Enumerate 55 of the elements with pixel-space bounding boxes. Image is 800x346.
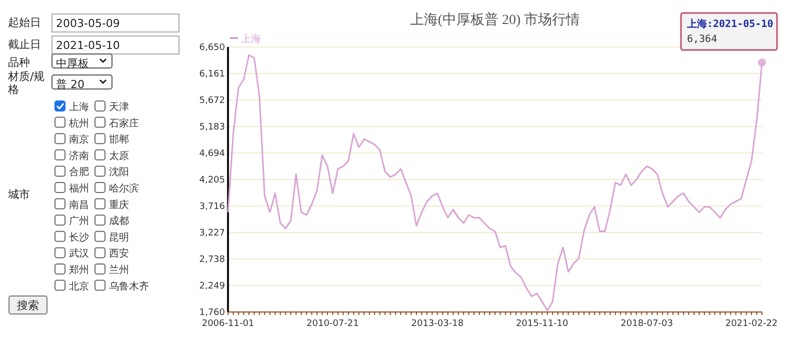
text: 截止日 xyxy=(8,38,41,51)
y-tick-label: 5,672 xyxy=(199,96,225,106)
category-label: 沈阳 xyxy=(109,166,129,178)
y-tick-label: 4,694 xyxy=(199,149,226,159)
category-label: 石家庄 xyxy=(109,117,139,130)
category-label: 成都 xyxy=(109,215,129,228)
y-tick-label: 3,227 xyxy=(199,228,225,238)
x-tick-label: 2010-07-21 xyxy=(306,319,359,329)
category-label: 天津 xyxy=(109,101,129,113)
chart-title: 上海(中厚板普 20) 市场行情 xyxy=(410,11,580,28)
category-label: 重庆 xyxy=(109,198,129,211)
category-label: 南昌 xyxy=(69,198,89,211)
text: 搜索 xyxy=(17,299,39,312)
series-label: 上海 xyxy=(241,33,261,45)
text: 品种 xyxy=(8,56,30,69)
category-label: 太原 xyxy=(109,150,129,162)
x-tick-label: 2015-11-10 xyxy=(516,319,569,329)
text: 2021-05-10 xyxy=(56,39,120,52)
category-label: 武汉 xyxy=(69,248,89,260)
text: 材质/规格 xyxy=(7,70,45,96)
y-tick-label: 3,716 xyxy=(199,202,226,212)
y-tick-label: 2,738 xyxy=(199,255,226,265)
y-tick-label: 6,650 xyxy=(199,43,226,53)
category-label: 济南 xyxy=(69,150,89,162)
category-label: 哈尔滨 xyxy=(109,182,139,194)
text: 普 20 xyxy=(56,78,84,91)
text: 起始日 xyxy=(8,16,41,29)
x-tick-label: 2006-11-01 xyxy=(202,319,254,329)
category-label: 广州 xyxy=(69,215,89,228)
category-label: 南京 xyxy=(69,134,89,146)
text: 2003-05-09 xyxy=(56,17,120,30)
category-label: 长沙 xyxy=(69,231,89,244)
y-tick-label: 6,161 xyxy=(199,70,225,80)
category-label: 昆明 xyxy=(109,232,129,244)
category-label: 合肥 xyxy=(69,166,89,178)
category-label: 兰州 xyxy=(109,264,129,276)
x-tick-label: 2021-02-22 xyxy=(725,319,778,329)
text: 6,364 xyxy=(687,34,718,45)
category-label: 上海 xyxy=(69,101,89,113)
text: 中厚板 xyxy=(56,57,89,70)
y-tick-label: 1,760 xyxy=(199,308,226,318)
y-tick-label: 4,205 xyxy=(199,176,225,186)
text: 上海:2021-05-10 xyxy=(686,18,774,30)
y-tick-label: 5,183 xyxy=(199,122,225,132)
category-label: 西安 xyxy=(109,248,129,260)
category-label: 乌鲁木齐 xyxy=(109,280,149,292)
y-tick-label: 2,249 xyxy=(199,282,226,292)
text: 城市 xyxy=(7,188,30,201)
category-label: 郑州 xyxy=(69,264,89,276)
x-tick-label: 2018-07-03 xyxy=(620,319,673,329)
category-label: 邯郸 xyxy=(109,134,129,146)
category-label: 福州 xyxy=(69,182,89,194)
category-label: 杭州 xyxy=(68,117,89,130)
x-tick-label: 2013-03-18 xyxy=(411,319,464,329)
category-label: 北京 xyxy=(69,280,89,292)
